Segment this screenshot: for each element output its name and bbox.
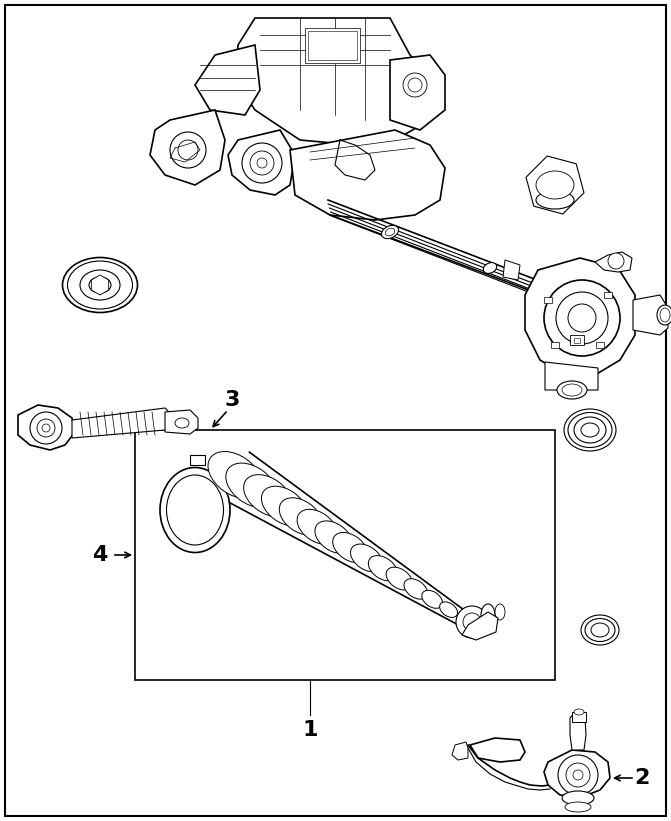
Polygon shape [526,156,584,214]
Ellipse shape [660,308,670,322]
Text: 3: 3 [224,390,240,410]
Circle shape [456,606,488,638]
Circle shape [37,419,55,437]
Bar [570,335,584,345]
Circle shape [403,73,427,97]
Bar [305,28,360,63]
Ellipse shape [333,533,367,562]
Bar [190,455,205,465]
Ellipse shape [574,709,584,715]
Polygon shape [195,45,260,115]
Bar [544,297,552,303]
Ellipse shape [160,467,230,553]
Polygon shape [595,252,632,272]
Bar [135,430,555,680]
Ellipse shape [657,305,671,325]
Ellipse shape [244,475,292,516]
Circle shape [257,158,267,168]
Bar [604,292,612,298]
Bar [574,338,580,343]
Polygon shape [470,738,525,762]
Ellipse shape [581,423,599,437]
Circle shape [463,613,481,631]
Ellipse shape [89,277,111,293]
Ellipse shape [536,191,574,209]
Ellipse shape [208,452,262,498]
Polygon shape [228,130,295,195]
Ellipse shape [562,384,582,396]
Polygon shape [390,55,445,130]
Circle shape [242,143,282,183]
Circle shape [568,304,596,332]
Ellipse shape [386,567,413,590]
Circle shape [556,292,608,344]
Text: 1: 1 [302,720,318,740]
Circle shape [42,424,50,432]
Ellipse shape [581,615,619,645]
Ellipse shape [536,171,574,199]
Ellipse shape [279,498,322,535]
Circle shape [30,412,62,444]
Circle shape [573,770,583,780]
Ellipse shape [297,509,338,544]
Polygon shape [545,362,598,390]
Circle shape [178,140,198,160]
Ellipse shape [458,613,472,626]
Circle shape [408,78,422,92]
Ellipse shape [585,618,615,641]
Ellipse shape [381,225,399,239]
Polygon shape [91,275,109,295]
Polygon shape [150,110,225,185]
Ellipse shape [226,463,277,507]
Ellipse shape [68,261,132,309]
Polygon shape [18,405,75,450]
Bar [551,342,559,348]
Polygon shape [503,260,520,280]
Ellipse shape [80,270,120,300]
Circle shape [544,280,620,356]
Bar [308,31,357,60]
Ellipse shape [568,412,612,447]
Ellipse shape [368,556,397,580]
Ellipse shape [533,167,578,203]
Ellipse shape [565,802,591,812]
Polygon shape [165,410,198,434]
Ellipse shape [483,263,497,273]
Ellipse shape [262,486,307,526]
Ellipse shape [385,228,395,236]
Bar [596,342,604,348]
Ellipse shape [175,418,189,428]
Polygon shape [452,742,468,760]
Polygon shape [570,712,586,750]
Ellipse shape [166,475,223,545]
Circle shape [250,151,274,175]
Circle shape [170,132,206,168]
Ellipse shape [564,409,616,451]
Ellipse shape [440,602,458,617]
Ellipse shape [591,623,609,637]
Polygon shape [462,612,498,640]
Ellipse shape [62,258,138,313]
Ellipse shape [495,604,505,620]
Ellipse shape [562,791,594,805]
Ellipse shape [422,590,442,608]
Text: 4: 4 [93,545,107,565]
Polygon shape [235,18,435,145]
Ellipse shape [481,604,495,626]
Ellipse shape [557,381,587,399]
Circle shape [558,755,598,795]
Text: 2: 2 [634,768,650,788]
Ellipse shape [350,544,382,571]
Ellipse shape [574,417,606,443]
Polygon shape [525,258,635,375]
Polygon shape [544,750,610,797]
Polygon shape [633,295,668,335]
Bar [572,712,586,722]
Circle shape [608,253,624,269]
Circle shape [566,763,590,787]
Polygon shape [290,130,445,220]
Polygon shape [72,408,172,438]
Ellipse shape [404,579,427,599]
Ellipse shape [315,521,352,553]
